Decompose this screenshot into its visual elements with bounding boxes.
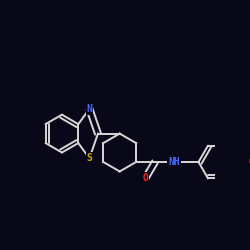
Text: NH: NH xyxy=(168,157,180,167)
Text: S: S xyxy=(86,153,92,163)
Text: O: O xyxy=(248,157,250,167)
Text: O: O xyxy=(142,173,148,183)
Text: N: N xyxy=(86,104,92,114)
